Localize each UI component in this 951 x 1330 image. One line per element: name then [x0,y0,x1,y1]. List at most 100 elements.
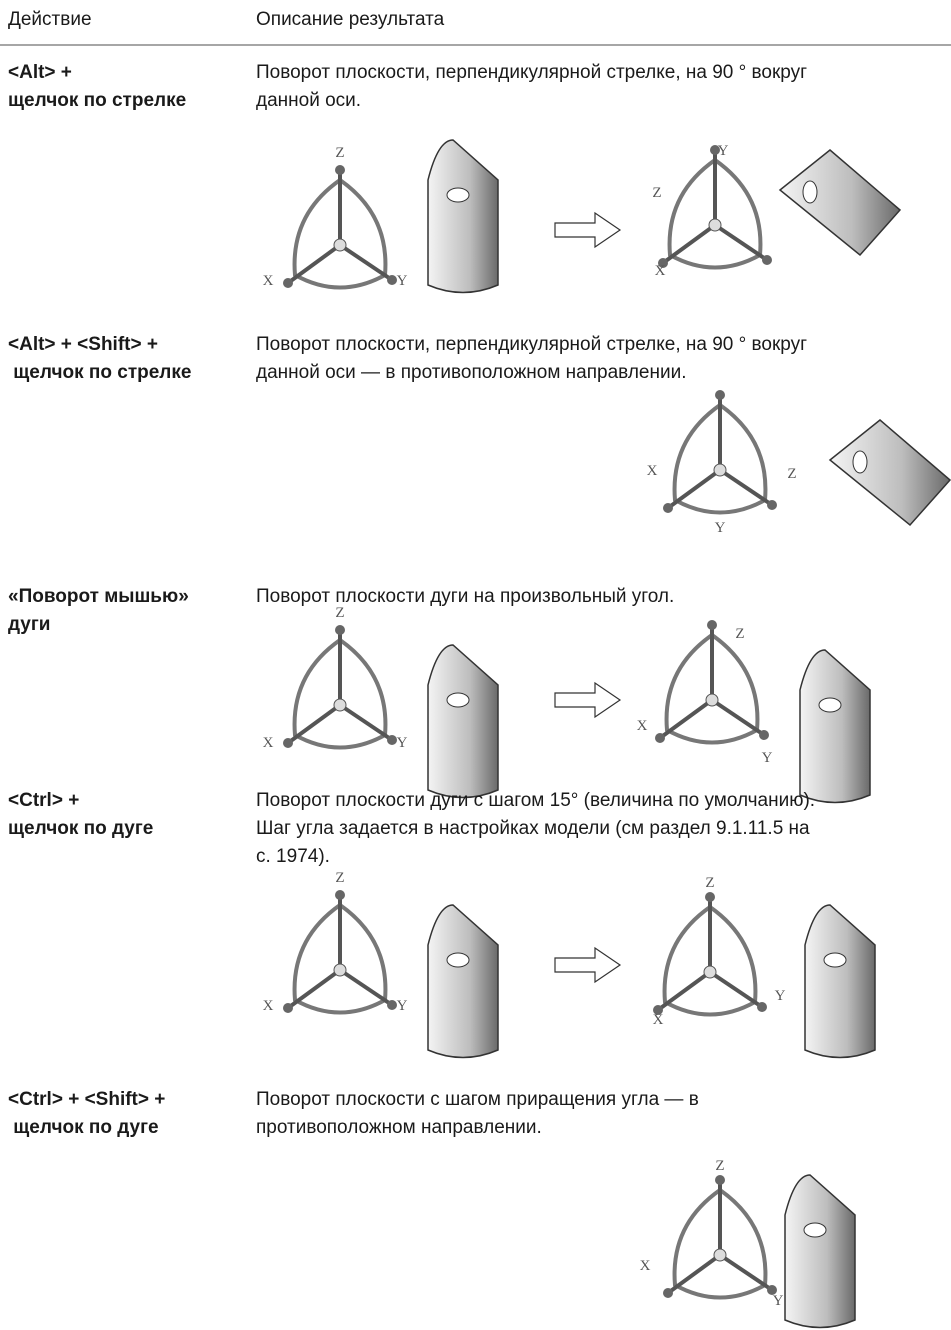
header-action: Действие [8,9,92,30]
gizmo-arrowhead [715,390,725,400]
gizmo-arrowhead [767,500,777,510]
gizmo-arrowhead [759,730,769,740]
gizmo-arrowhead [655,733,665,743]
gizmo-arrowhead [335,165,345,175]
part-body [427,904,499,1059]
axis-label: Z [715,1158,724,1174]
gizmo-arrowhead [335,625,345,635]
action-text: «Поворот мышью» [8,586,189,607]
gizmo-axis [338,243,394,282]
action-text: щелчок по стрелке [8,90,186,111]
axis-label: Y [762,750,773,766]
gizmo-arrowhead [387,275,397,285]
gizmo-center [333,963,347,977]
part-model [778,149,902,257]
gizmo-arrowhead [707,620,717,630]
gizmo-axis [286,243,342,285]
part-model [828,419,951,527]
axis-gizmo: Z X Y [653,875,786,1028]
gizmo-arrowhead [387,735,397,745]
gizmo-arrowhead [283,1003,293,1013]
gizmo-arrowhead [283,278,293,288]
gizmo-arrowhead [762,255,772,265]
axis-label: X [647,463,658,479]
description-text: Поворот плоскости, перпендикулярной стре… [256,334,807,355]
description-text: с. 1974). [256,846,330,867]
header-description: Описание результата [256,9,445,30]
gizmo-arcs [662,905,758,1017]
axis-label: Z [335,605,344,621]
axis-label: X [263,998,274,1014]
gizmo-center [713,1248,727,1262]
action-text: щелчок по дуге [8,1117,159,1138]
part-hole [446,187,470,203]
part-hole [818,697,842,713]
gizmo-arrowhead [705,892,715,902]
part-hole [823,952,847,968]
gizmo-arcs [664,633,760,745]
axis-label: Z [787,466,796,482]
axis-label: X [263,735,274,751]
axis-label: X [637,718,648,734]
gizmo-axis [661,223,717,265]
gizmo-arcs [667,158,763,270]
gizmo-axis [710,698,766,737]
gizmo-axis [338,703,394,742]
part-hole [852,450,868,474]
axis-gizmo: Z X Y [640,1158,784,1309]
part-hole [803,1222,827,1238]
description-text: противоположном направлении. [256,1117,542,1138]
axis-label: X [653,1012,664,1028]
part-model [804,904,876,1059]
part-body [828,419,951,527]
part-hole [446,952,470,968]
action-text: дуги [8,614,50,635]
gizmo-center [708,218,722,232]
gizmo-axis [713,223,769,262]
description-text: Шаг угла задается в настройках модели (с… [256,818,810,839]
part-model [427,139,499,294]
axis-label: Z [652,185,661,201]
part-body [799,649,871,804]
axis-label: Y [773,1293,784,1309]
gizmo-arcs [672,1188,768,1300]
gizmo-arrowhead [658,258,668,268]
gizmo-arcs [672,403,768,515]
gizmo-axis [666,1253,722,1295]
action-text: <Ctrl> + <Shift> + [8,1089,165,1110]
axis-label: Y [397,998,408,1014]
axis-label: Z [735,626,744,642]
gizmo-arrowhead [757,1002,767,1012]
gizmo-center [703,965,717,979]
gizmo-axis [286,968,342,1010]
axis-gizmo: X Z Y [647,390,797,536]
description-text: Поворот плоскости дуги на произвольный у… [256,586,674,607]
part-body [784,1174,856,1329]
part-model [427,644,499,799]
part-body [427,644,499,799]
action-text: <Alt> + <Shift> + [8,334,158,355]
gizmo-arrowhead [767,1285,777,1295]
part-body [427,139,499,294]
description-text: Поворот плоскости с шагом приращения угл… [256,1089,699,1110]
axis-label: Y [715,520,726,536]
axis-label: Y [718,143,729,159]
action-text: <Alt> + [8,62,72,83]
gizmo-arrowhead [663,1288,673,1298]
gizmo-arcs [292,178,388,290]
gizmo-center [705,693,719,707]
axis-label: Y [397,273,408,289]
axis-label: X [263,273,274,289]
description-text: данной оси — в противоположном направлен… [256,362,686,383]
axis-label: Z [335,145,344,161]
axis-gizmo: Y Z X [652,143,772,279]
gizmo-center [333,238,347,252]
axis-gizmo: Z X Y [263,605,408,751]
axis-label: Z [335,870,344,886]
part-model [427,904,499,1059]
gizmo-axis [718,468,774,507]
gizmo-center [713,463,727,477]
axis-label: Y [775,988,786,1004]
gizmo-axis [718,1253,774,1292]
